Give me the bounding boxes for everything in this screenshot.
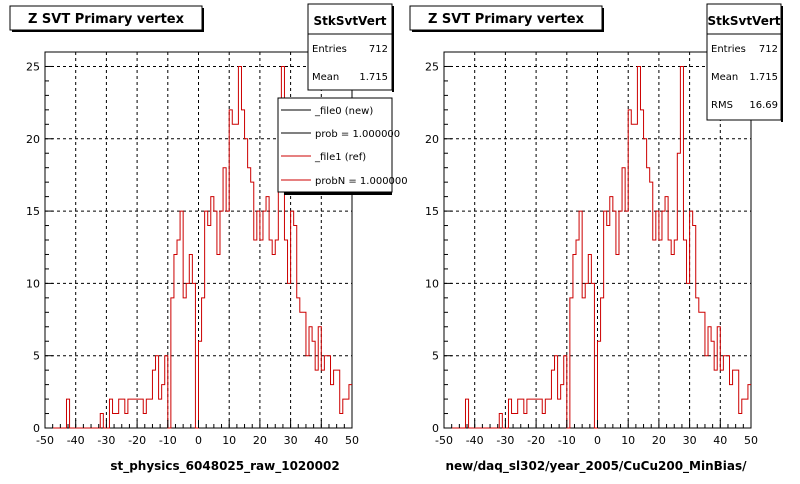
x-tick-label: -30 xyxy=(496,434,514,447)
histogram-series xyxy=(444,65,751,429)
chart-title: Z SVT Primary vertex xyxy=(28,12,185,27)
legend-shadow xyxy=(284,192,392,195)
title-box-shadow xyxy=(602,8,604,32)
y-tick-label: 25 xyxy=(425,60,439,73)
stats-value-entries: 712 xyxy=(369,44,388,55)
stats-label-mean: Mean xyxy=(711,72,738,83)
stats-label-rms: RMS xyxy=(711,100,733,111)
x-tick-label: -40 xyxy=(466,434,484,447)
y-tick-label: 20 xyxy=(425,133,439,146)
y-axis-ticks: 0 5 10 15 20 25 xyxy=(26,60,53,435)
y-tick-label: 5 xyxy=(33,350,40,363)
y-tick-label: 15 xyxy=(425,205,439,218)
stats-box-shadow xyxy=(392,6,394,92)
x-axis-label: new/daq_sl302/year_2005/CuCu200_MinBias/ xyxy=(445,459,747,474)
y-tick-label: 20 xyxy=(26,133,40,146)
x-tick-label: -50 xyxy=(435,434,453,447)
stats-box xyxy=(307,3,393,91)
y-tick-label: 25 xyxy=(26,60,40,73)
x-tick-label: 50 xyxy=(345,434,359,447)
histogram-panel-right: -50 -40 -30 -20 -10 0 10 20 30 40 50 0 5 10 15 20 25 Z … xyxy=(409,3,783,474)
y-tick-label: 10 xyxy=(425,277,439,290)
title-box-shadow xyxy=(412,30,604,32)
histogram-line xyxy=(444,65,751,429)
x-tick-label: 40 xyxy=(713,434,727,447)
legend-label-probn: probN = 1.000000 xyxy=(315,176,408,187)
stats-value-mean: 1.715 xyxy=(749,72,778,83)
y-axis-ticks: 0 5 10 15 20 25 xyxy=(425,60,452,435)
y-tick-label: 0 xyxy=(432,422,439,435)
chart-title: Z SVT Primary vertex xyxy=(428,12,585,27)
x-tick-label: 0 xyxy=(594,434,601,447)
y-tick-label: 0 xyxy=(33,422,40,435)
title-box-shadow xyxy=(202,8,204,32)
x-tick-label: -10 xyxy=(159,434,177,447)
stats-box xyxy=(706,3,782,121)
x-axis-label: st_physics_6048025_raw_1020002 xyxy=(110,459,339,474)
x-tick-label: 20 xyxy=(253,434,267,447)
title-box xyxy=(409,5,603,31)
stats-label-mean: Mean xyxy=(312,72,339,83)
x-axis-ticks: -50 -40 -30 -20 -10 0 10 20 30 40 50 xyxy=(36,420,359,447)
legend-label-ref: _file1 (ref) xyxy=(314,152,366,163)
x-tick-label: 0 xyxy=(195,434,202,447)
x-tick-label: 30 xyxy=(284,434,298,447)
y-tick-label: 15 xyxy=(26,205,40,218)
stats-title: StkSvtVert xyxy=(708,14,781,28)
x-tick-label: -40 xyxy=(67,434,85,447)
x-tick-label: 20 xyxy=(652,434,666,447)
histogram-panel-left: -50 -40 -30 -20 -10 0 10 20 30 40 50 0 5 10 15 20 25 Z … xyxy=(9,3,408,474)
legend-label-new: _file0 (new) xyxy=(314,106,373,117)
stats-label-entries: Entries xyxy=(312,44,347,55)
x-tick-label: -30 xyxy=(97,434,115,447)
histogram-series xyxy=(45,65,352,429)
x-tick-label: -10 xyxy=(558,434,576,447)
y-tick-label: 10 xyxy=(26,277,40,290)
x-tick-label: -50 xyxy=(36,434,54,447)
stats-value-mean: 1.715 xyxy=(359,72,388,83)
stats-title: StkSvtVert xyxy=(314,14,387,28)
stats-value-entries: 712 xyxy=(759,44,778,55)
x-tick-label: -20 xyxy=(527,434,545,447)
stats-value-rms: 16.69 xyxy=(749,100,778,111)
x-tick-label: 30 xyxy=(683,434,697,447)
title-box xyxy=(9,5,203,31)
title-box-shadow xyxy=(12,30,204,32)
x-tick-label: 40 xyxy=(314,434,328,447)
x-axis-ticks: -50 -40 -30 -20 -10 0 10 20 30 40 50 xyxy=(435,420,758,447)
y-tick-label: 5 xyxy=(432,350,439,363)
stats-box-shadow xyxy=(781,6,783,122)
x-tick-label: 10 xyxy=(621,434,635,447)
stats-label-entries: Entries xyxy=(711,44,746,55)
histogram-line xyxy=(45,65,352,429)
x-tick-label: 10 xyxy=(222,434,236,447)
legend-label-prob: prob = 1.000000 xyxy=(315,129,400,140)
x-tick-label: 50 xyxy=(744,434,758,447)
x-tick-label: -20 xyxy=(128,434,146,447)
legend: _file0 (new) prob = 1.000000 _file1 (ref… xyxy=(277,97,408,195)
